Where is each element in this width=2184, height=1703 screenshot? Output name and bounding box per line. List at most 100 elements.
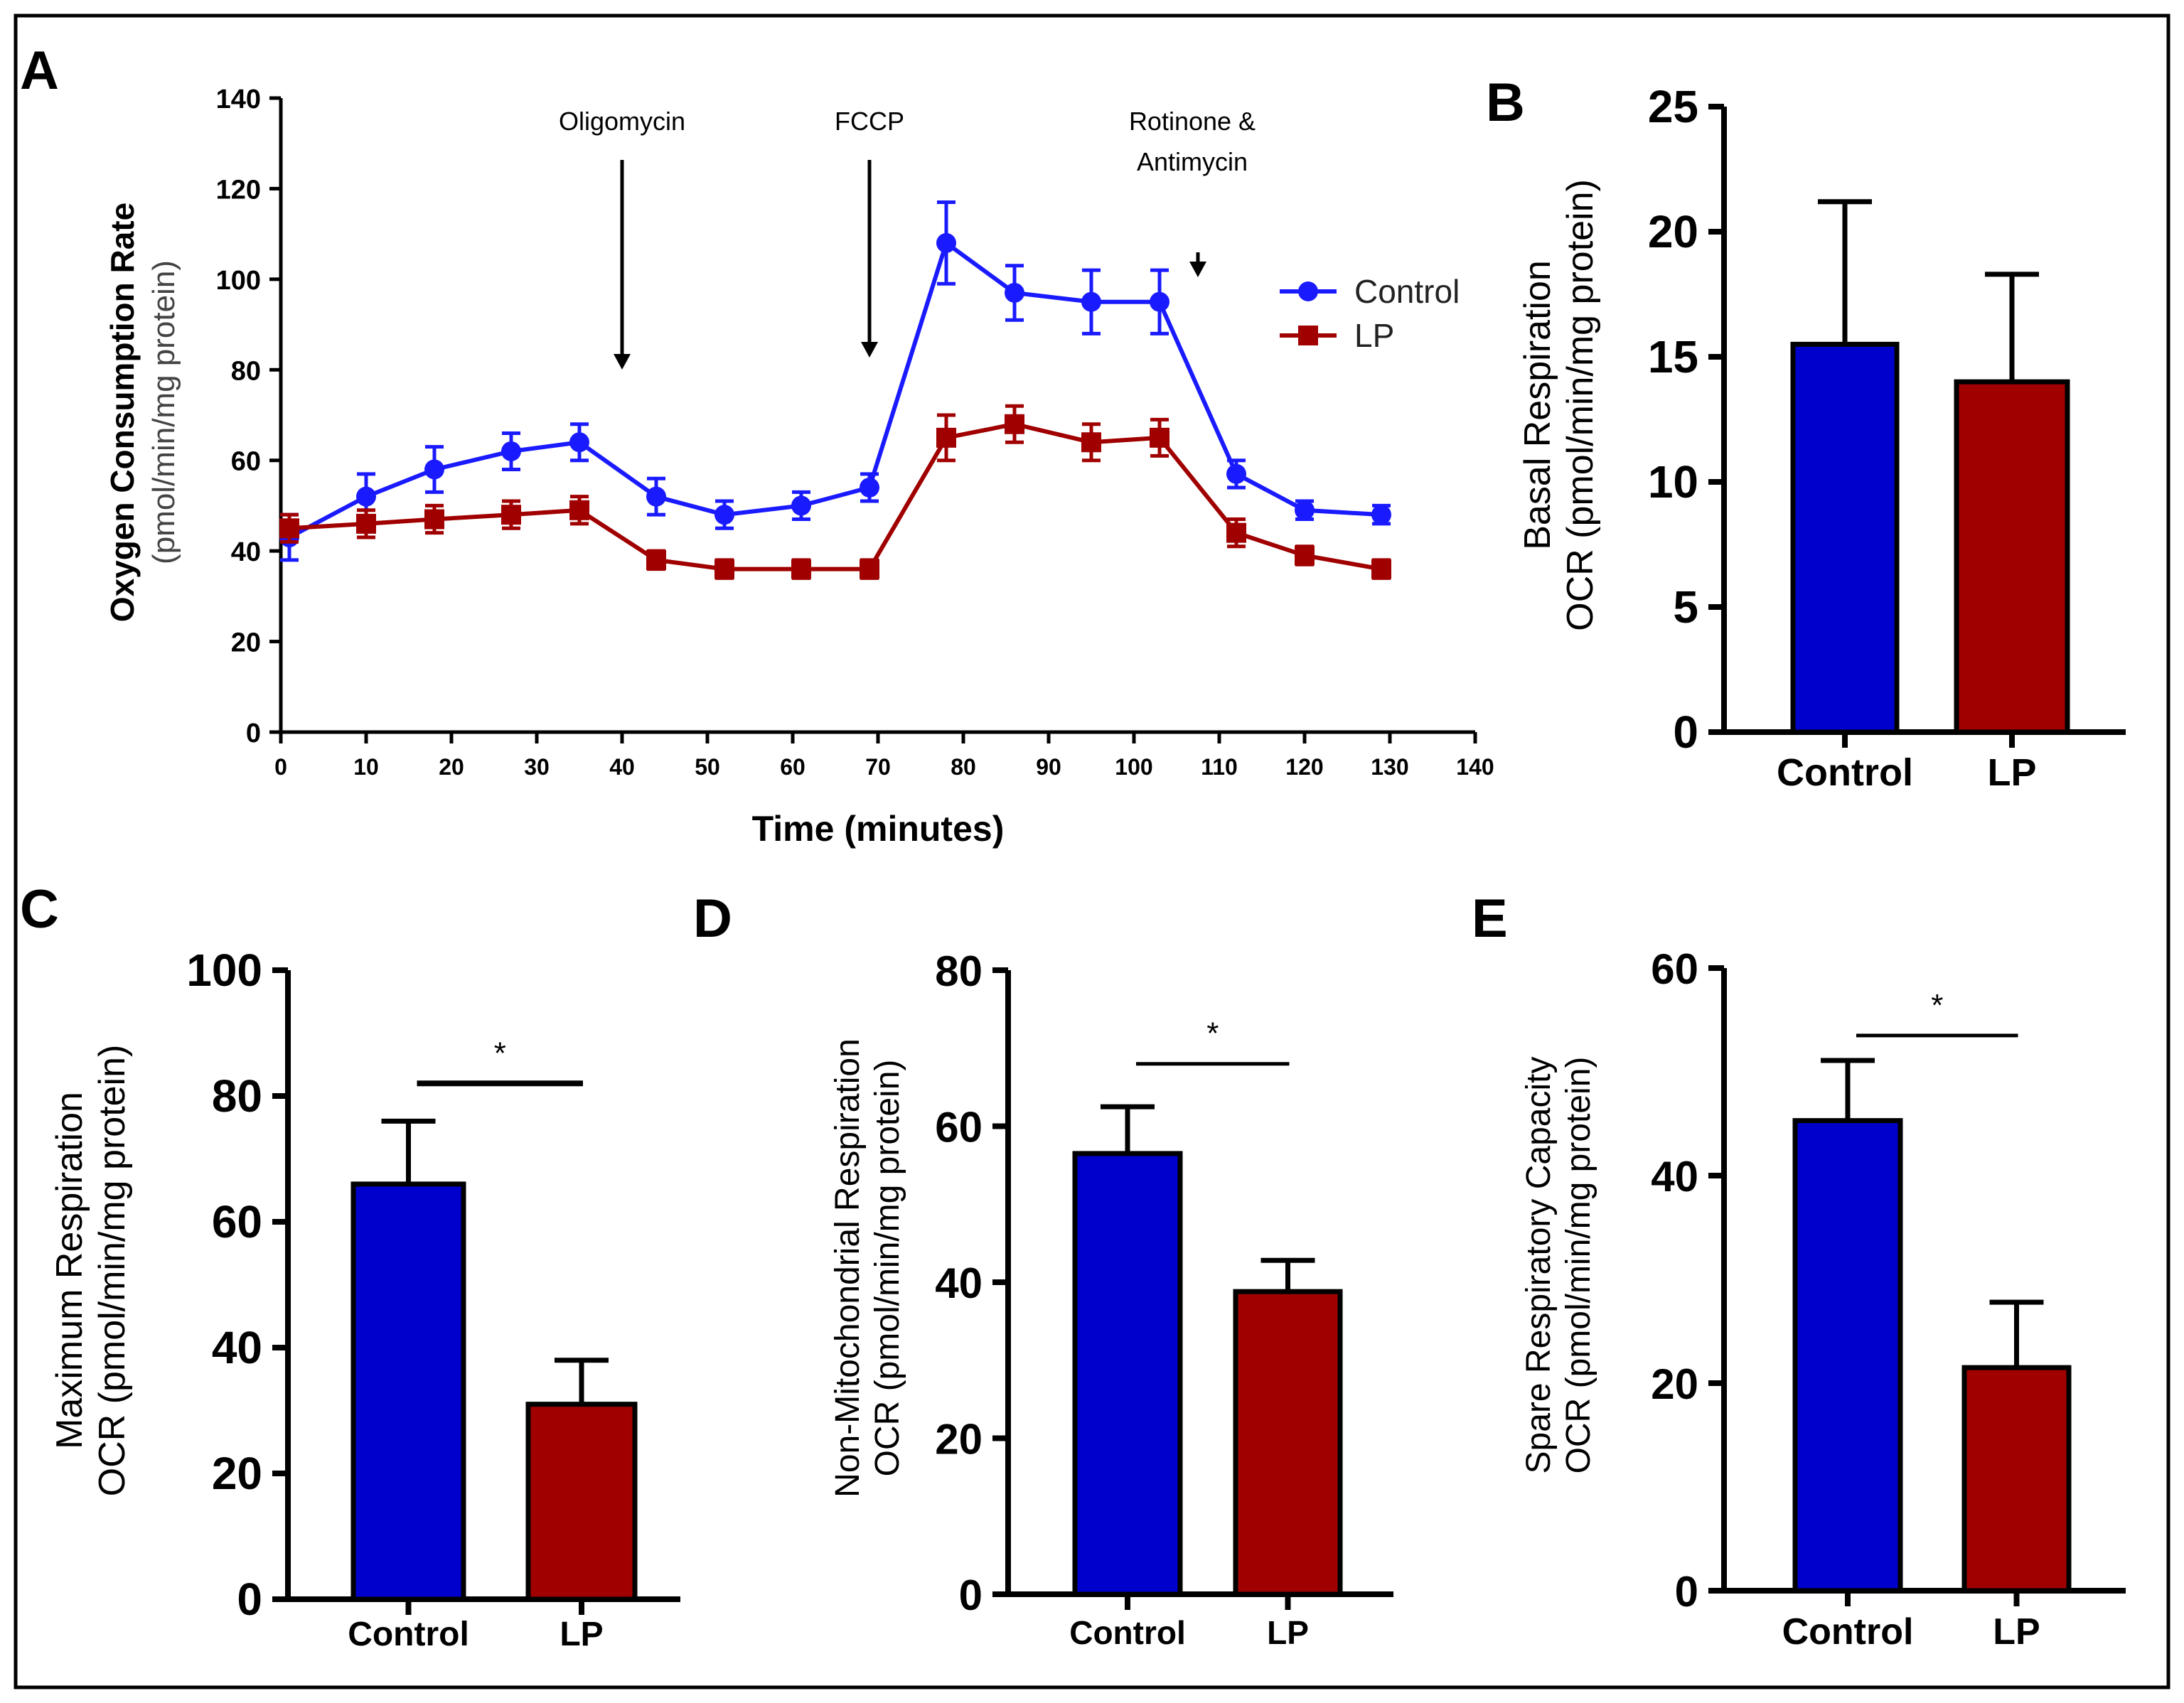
bar-lp xyxy=(525,1402,638,1602)
data-point-lp xyxy=(279,518,299,539)
data-point-lp xyxy=(356,513,376,534)
x-tick-label: 70 xyxy=(865,754,891,780)
y-axis-subtitle: OCR (pmol/min/mg protein) xyxy=(1560,179,1601,631)
data-point-control xyxy=(501,441,521,461)
x-tick-label: 50 xyxy=(695,754,720,780)
panel-e-bar-chart: E 0 20 40 60 Control LP * Spare Respiratory Capa… xyxy=(1472,888,2126,1653)
y-axis-title: Basal Respiration xyxy=(1517,260,1558,550)
panel-b-bar-chart: B 0 5 10 15 20 25 Control LP Basal Respiration OCR… xyxy=(1486,72,2126,794)
x-tick-label: 110 xyxy=(1201,754,1238,780)
data-point-lp xyxy=(1081,432,1101,453)
data-point-control xyxy=(1226,463,1246,484)
data-point-control xyxy=(1295,500,1315,520)
y-tick-label: 0 xyxy=(237,1574,262,1625)
y-tick-label: 20 xyxy=(935,1416,983,1463)
panel-label: E xyxy=(1472,888,1508,949)
data-point-control xyxy=(791,495,811,516)
data-point-lp xyxy=(860,559,879,579)
data-point-lp xyxy=(501,505,521,525)
x-tick-label: 80 xyxy=(951,754,976,780)
x-tick-label: LP xyxy=(1987,751,2036,794)
data-point-lp xyxy=(1150,427,1169,448)
y-tick-label: 40 xyxy=(231,537,261,567)
data-point-control xyxy=(714,505,734,525)
y-tick-label: 40 xyxy=(935,1259,983,1307)
panel-a-line-chart: A 0 20 40 60 80 100 120 140 0 10 20 30 40 50 60 70 80 90 10… xyxy=(20,41,1494,849)
y-axis-title: Spare Respiratory Capacity xyxy=(1520,1057,1558,1474)
y-tick-label: 80 xyxy=(231,356,261,386)
data-point-lp xyxy=(791,559,811,579)
y-tick-label: 40 xyxy=(1651,1153,1698,1200)
bar-control xyxy=(1792,1118,1903,1594)
bar-control xyxy=(350,1181,466,1602)
annotation-label: FCCP xyxy=(835,107,904,136)
x-tick-label: Control xyxy=(1782,1611,1914,1653)
data-point-control xyxy=(1371,505,1391,525)
significance-star: * xyxy=(494,1036,506,1070)
x-tick-label: 130 xyxy=(1371,754,1408,780)
x-tick-label: Control xyxy=(348,1616,469,1653)
data-point-control xyxy=(1081,291,1101,312)
data-point-lp xyxy=(714,559,734,579)
legend-marker-circle xyxy=(1298,281,1318,301)
data-point-control xyxy=(1150,291,1169,312)
y-tick-label: 60 xyxy=(1651,945,1698,993)
x-tick-label: 120 xyxy=(1285,754,1323,780)
y-tick-label: 25 xyxy=(1648,81,1698,132)
data-point-lp xyxy=(424,509,444,530)
data-point-lp xyxy=(1295,545,1315,566)
panel-label: A xyxy=(20,41,59,101)
legend-label: Control xyxy=(1354,273,1460,310)
data-point-control xyxy=(424,459,444,480)
x-tick-label: Control xyxy=(1069,1614,1186,1651)
x-axis-title: Time (minutes) xyxy=(752,809,1005,849)
y-axis-subtitle: OCR (pmol/min/mg protein) xyxy=(1560,1057,1597,1474)
x-tick-label: LP xyxy=(1267,1614,1309,1651)
data-point-lp xyxy=(1005,414,1024,434)
y-tick-label: 5 xyxy=(1673,581,1698,633)
y-axis-title: Oxygen Consumption Rate xyxy=(104,203,141,622)
y-axis-title: Maximum Respiration xyxy=(49,1092,90,1449)
y-axis-subtitle: (pmol/min/mg protein) xyxy=(146,260,181,564)
x-tick-label: 100 xyxy=(1115,754,1152,780)
bar-lp xyxy=(1961,1365,2072,1594)
x-tick-label: 90 xyxy=(1036,754,1061,780)
data-point-lp xyxy=(569,500,589,520)
data-point-lp xyxy=(1226,522,1246,543)
y-tick-label: 15 xyxy=(1648,331,1698,382)
data-point-lp xyxy=(936,427,956,448)
annotation-arrow-head xyxy=(1189,262,1206,277)
x-tick-label: Control xyxy=(1777,751,1913,794)
significance-star: * xyxy=(1931,988,1943,1023)
bar-lp xyxy=(1233,1289,1343,1597)
y-tick-label: 20 xyxy=(212,1448,262,1499)
data-point-control xyxy=(646,486,666,507)
bar-lp xyxy=(1954,379,2070,735)
y-tick-label: 60 xyxy=(935,1104,983,1151)
annotation-arrow-head xyxy=(614,354,631,370)
x-tick-label: 0 xyxy=(274,754,287,780)
x-tick-label: LP xyxy=(1993,1611,2040,1653)
y-axis-subtitle: OCR (pmol/min/mg protein) xyxy=(869,1060,906,1477)
panel-d-bar-chart: D 0 20 40 60 80 Control LP * Non-Mitochondrial Re… xyxy=(693,888,1393,1651)
series-line-control xyxy=(288,239,1382,539)
annotation-arrow-head xyxy=(861,342,878,358)
y-axis-title: Non-Mitochondrial Respiration xyxy=(829,1038,867,1498)
data-point-control xyxy=(936,232,956,253)
y-tick-label: 20 xyxy=(231,628,261,658)
y-tick-label: 100 xyxy=(186,945,262,996)
figure-border xyxy=(14,14,2170,1689)
annotation-label: Antimycin xyxy=(1137,147,1248,176)
y-tick-label: 80 xyxy=(212,1070,262,1122)
annotation-label: Oligomycin xyxy=(559,107,685,136)
bar-control xyxy=(1072,1151,1183,1597)
y-tick-label: 80 xyxy=(935,947,983,995)
legend-marker-square xyxy=(1298,326,1318,345)
data-point-lp xyxy=(1371,559,1391,579)
x-tick-label: 40 xyxy=(609,754,635,780)
y-tick-label: 20 xyxy=(1648,206,1698,257)
y-tick-label: 100 xyxy=(216,266,261,296)
x-tick-label: 140 xyxy=(1456,754,1494,780)
y-tick-label: 0 xyxy=(959,1572,983,1619)
